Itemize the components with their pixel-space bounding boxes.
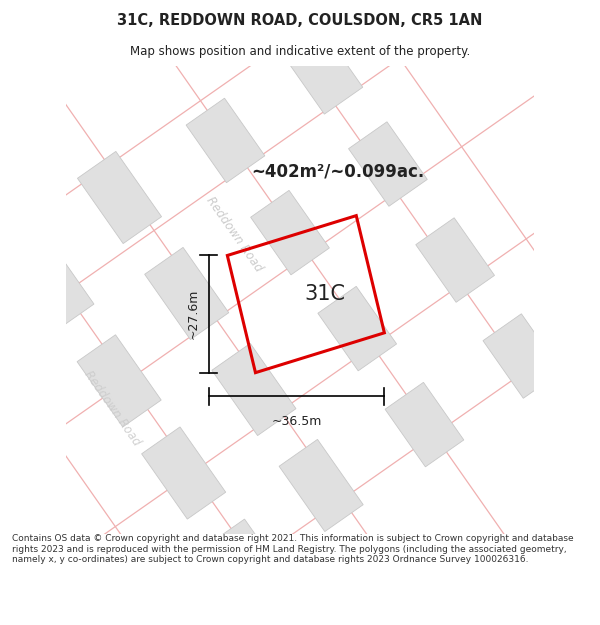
Polygon shape <box>212 343 296 436</box>
Polygon shape <box>483 314 562 398</box>
Polygon shape <box>416 217 494 302</box>
Text: 31C: 31C <box>304 284 345 304</box>
Polygon shape <box>145 248 229 339</box>
Text: Map shows position and indicative extent of the property.: Map shows position and indicative extent… <box>130 44 470 58</box>
Polygon shape <box>251 191 329 275</box>
Polygon shape <box>186 98 265 182</box>
Polygon shape <box>284 29 363 114</box>
Polygon shape <box>10 239 94 331</box>
Text: ~27.6m: ~27.6m <box>187 289 200 339</box>
Polygon shape <box>279 439 363 531</box>
Polygon shape <box>77 151 161 244</box>
Text: Reddown Road: Reddown Road <box>82 368 143 448</box>
Text: ~36.5m: ~36.5m <box>271 416 322 428</box>
Text: 31C, REDDOWN ROAD, COULSDON, CR5 1AN: 31C, REDDOWN ROAD, COULSDON, CR5 1AN <box>118 13 482 28</box>
Text: ~402m²/~0.099ac.: ~402m²/~0.099ac. <box>251 162 424 180</box>
Polygon shape <box>349 122 427 206</box>
Polygon shape <box>206 519 290 611</box>
Text: Reddown Road: Reddown Road <box>203 194 265 274</box>
Polygon shape <box>385 382 464 467</box>
Text: Contains OS data © Crown copyright and database right 2021. This information is : Contains OS data © Crown copyright and d… <box>12 534 574 564</box>
Polygon shape <box>142 427 226 519</box>
Polygon shape <box>77 335 161 427</box>
Polygon shape <box>318 286 397 371</box>
